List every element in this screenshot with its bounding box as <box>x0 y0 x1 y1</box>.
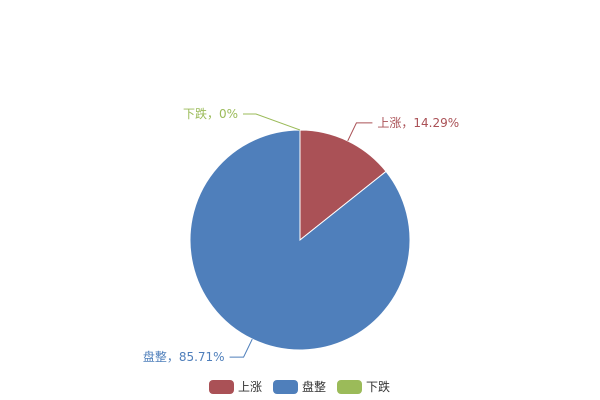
legend-swatch <box>273 380 298 394</box>
legend-label: 盘整 <box>302 379 326 394</box>
legend: 上涨 盘整 下跌 <box>209 379 390 394</box>
label-line <box>243 113 301 131</box>
label-line <box>347 122 373 142</box>
slice-label: 盘整，85.71% <box>143 349 225 364</box>
pie-slices <box>189 129 411 351</box>
slice-label: 上涨，14.29% <box>377 115 459 130</box>
legend-label: 下跌 <box>366 379 390 394</box>
legend-label: 上涨 <box>238 379 262 394</box>
legend-swatch <box>209 380 234 394</box>
slice-labels: 上涨，14.29% 盘整，85.71% 下跌，0% <box>143 106 459 364</box>
legend-swatch <box>337 380 362 394</box>
pie-slice-1[interactable] <box>189 129 411 351</box>
legend-item-1[interactable]: 盘整 <box>273 379 326 394</box>
label-line <box>229 338 253 358</box>
slice-label: 下跌，0% <box>183 106 238 121</box>
legend-item-0[interactable]: 上涨 <box>209 379 262 394</box>
legend-item-2[interactable]: 下跌 <box>337 379 390 394</box>
